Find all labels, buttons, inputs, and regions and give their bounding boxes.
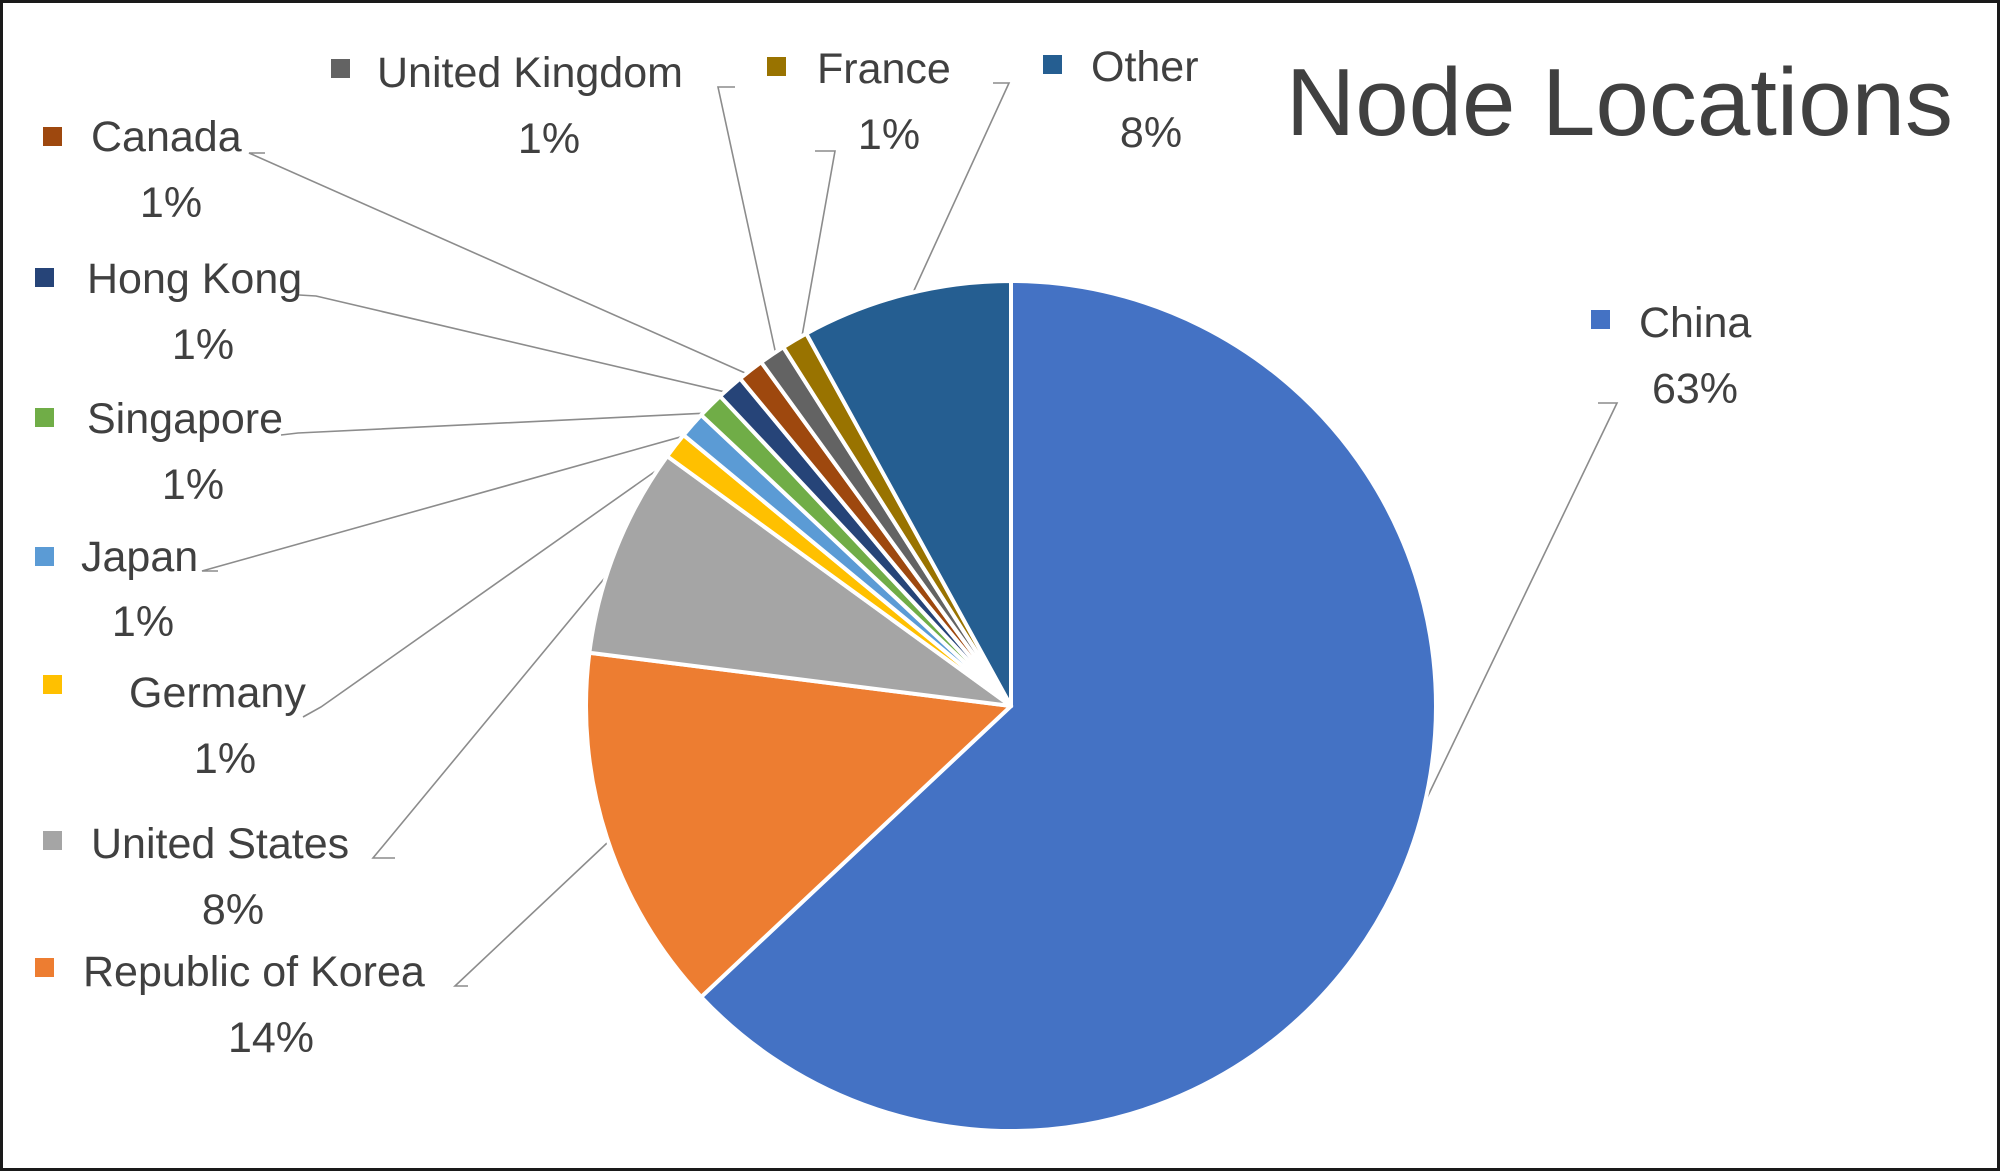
leader-line-canada <box>248 152 757 379</box>
percent-label: 1% <box>140 179 202 227</box>
category-label: Republic of Korea <box>83 948 425 996</box>
legend-swatch-hong-kong <box>35 268 54 287</box>
leader-lines <box>201 82 1619 987</box>
leader-line-other <box>907 82 1011 305</box>
legend-swatch-other <box>1043 55 1062 74</box>
percent-label: 1% <box>172 321 234 369</box>
leader-line-hong-kong <box>298 294 737 396</box>
percent-label: 8% <box>202 886 264 934</box>
legend-swatch-united-kingdom <box>331 59 350 78</box>
leader-line-singapore <box>280 411 718 436</box>
category-label: China <box>1639 299 1751 347</box>
category-label: Hong Kong <box>87 255 302 303</box>
category-label: Other <box>1091 43 1199 91</box>
category-label: United Kingdom <box>377 49 683 97</box>
data-labels: China 63% Republic of Korea 14% United State… <box>35 43 1751 1062</box>
chart-title: Node Locations <box>1286 49 1953 156</box>
pie-slices <box>584 279 1438 1133</box>
legend-swatch-germany <box>43 675 62 694</box>
leader-line-united-kingdom <box>717 86 779 363</box>
percent-label: 8% <box>1120 109 1182 157</box>
percent-label: 1% <box>194 735 256 783</box>
leader-line-united-states <box>371 552 626 859</box>
pie-slice-united-states <box>587 454 1013 708</box>
pie-slice-china <box>699 279 1438 1133</box>
legend-swatch-china <box>1591 310 1610 329</box>
category-label: Japan <box>81 533 198 581</box>
legend-swatch-singapore <box>35 408 54 427</box>
legend-swatch-united-states <box>43 831 62 850</box>
category-label: United States <box>91 820 349 868</box>
leader-line-china <box>1391 402 1619 872</box>
percent-label: 1% <box>112 598 174 646</box>
leader-line-france <box>798 150 836 349</box>
leader-line-republic-of-korea <box>452 833 617 987</box>
legend-swatch-republic-of-korea <box>35 958 54 977</box>
percent-label: 1% <box>858 111 920 159</box>
percent-label: 14% <box>228 1014 314 1062</box>
category-label: Canada <box>91 113 242 161</box>
leader-line-japan <box>201 430 700 572</box>
percent-label: 63% <box>1652 365 1738 413</box>
category-label: France <box>817 45 951 93</box>
legend-swatch-canada <box>43 127 62 146</box>
pie-chart: China 63% Republic of Korea 14% United State… <box>35 43 1953 1133</box>
legend-swatch-japan <box>35 547 54 566</box>
category-label: Singapore <box>87 395 283 443</box>
legend-swatch-france <box>767 57 786 76</box>
percent-label: 1% <box>518 115 580 163</box>
category-label: Germany <box>129 669 306 717</box>
pie-slice-other <box>804 279 1013 708</box>
percent-label: 1% <box>162 461 224 509</box>
pie-slice-republic-of-korea <box>584 650 1013 999</box>
leader-line-germany <box>302 450 684 718</box>
